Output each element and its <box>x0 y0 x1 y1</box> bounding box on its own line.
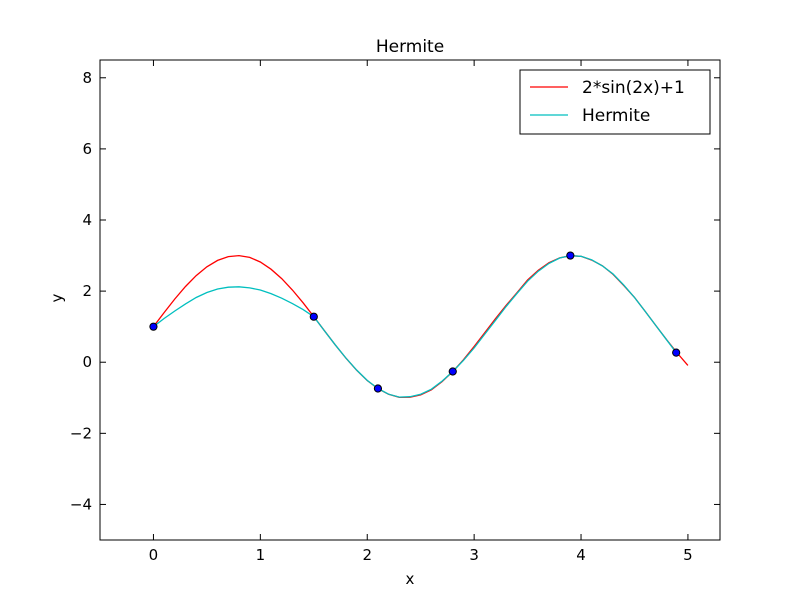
y-axis-label: y <box>48 293 66 302</box>
y-tick-label: 8 <box>82 69 92 87</box>
data-point <box>672 348 681 357</box>
y-tick-label: 6 <box>82 140 92 158</box>
y-tick-label: 4 <box>82 211 92 229</box>
chart-title: Hermite <box>376 37 444 57</box>
x-tick-label: 4 <box>576 546 586 564</box>
data-point <box>448 367 457 376</box>
legend-label-sine: 2*sin(2x)+1 <box>582 78 685 98</box>
x-tick-label: 0 <box>149 546 159 564</box>
legend: 2*sin(2x)+1 Hermite <box>519 69 711 135</box>
legend-label-hermite: Hermite <box>582 106 650 126</box>
data-point <box>149 322 158 331</box>
data-point <box>566 251 575 260</box>
y-tick-label: −4 <box>70 495 92 513</box>
axes-frame <box>99 59 721 541</box>
x-axis-label: x <box>406 570 415 588</box>
x-tick-label: 2 <box>362 546 372 564</box>
y-tick-label: −2 <box>70 424 92 442</box>
data-point <box>373 384 383 393</box>
x-tick-label: 1 <box>256 546 266 564</box>
plot-area: 0 1 2 3 4 5 −4 −2 0 2 4 6 8 <box>70 59 721 564</box>
x-tick-label: 3 <box>469 546 479 564</box>
x-tick-label: 5 <box>683 546 693 564</box>
data-point <box>309 312 318 321</box>
y-tick-label: 0 <box>82 353 92 371</box>
y-tick-label: 2 <box>82 282 92 300</box>
legend-box <box>519 69 711 135</box>
series-line-hermite <box>153 254 677 398</box>
